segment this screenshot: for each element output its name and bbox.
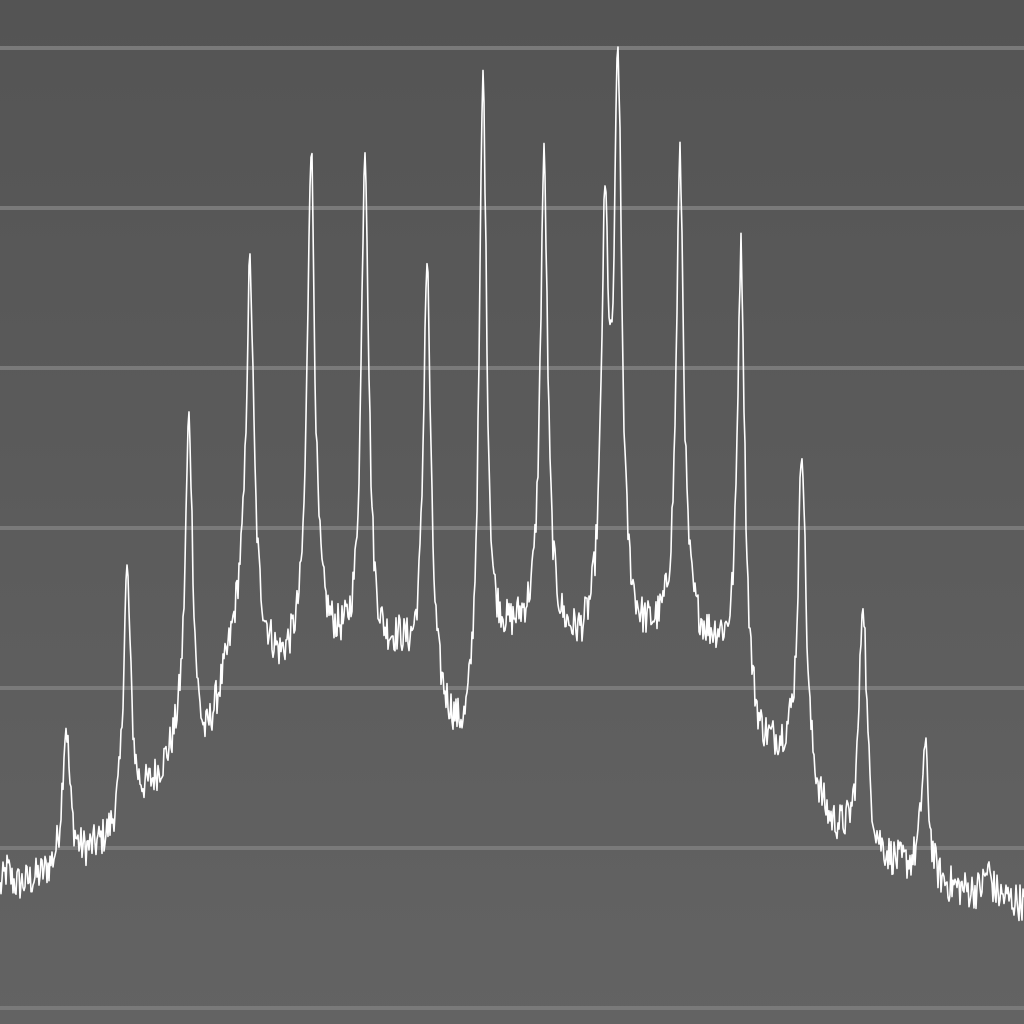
series-line: [0, 46, 1024, 922]
grid-lines: [0, 46, 1024, 1010]
